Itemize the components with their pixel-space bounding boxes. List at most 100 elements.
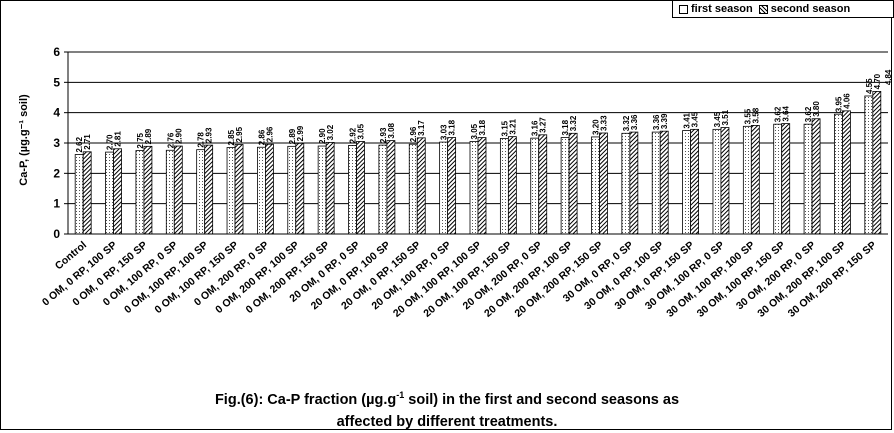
data-label: 3.51 [721,109,730,125]
bar-first-season [742,125,752,235]
bar-first-season [864,95,874,235]
data-label: 2.78 [197,132,206,148]
data-label: 3.55 [743,108,752,124]
data-label: 3.32 [622,115,631,131]
data-label: 3.36 [652,114,661,130]
bar-second-season [82,151,92,235]
data-label: 2.90 [318,128,327,144]
bar-first-season [651,131,661,235]
data-label: 3.45 [691,111,700,127]
data-label: 2.96 [265,126,274,142]
bar-first-season [773,123,783,235]
y-tick-label: 4 [53,106,60,120]
data-label: 2.93 [379,127,388,143]
bar-second-season [842,110,851,235]
caption-line-1: Fig.(6): Ca-P fraction (µg.g-1 soil) in … [214,390,680,408]
data-label: 2.81 [114,131,123,147]
bar-second-season [143,145,153,235]
bar-first-season [74,154,84,235]
bar-second-season [234,144,244,235]
bar-second-season [811,118,821,235]
bar-second-season [507,136,517,235]
y-tick-label: 0 [53,227,60,241]
data-label: 3.05 [470,123,479,139]
data-label: 4.70 [873,73,882,89]
data-label: 2.76 [166,132,175,148]
bar-first-season [834,113,843,235]
data-label: 4.06 [842,93,851,109]
bar-first-season [803,123,813,235]
data-label: 2.90 [174,128,183,144]
bar-first-season [226,147,236,235]
y-tick-label: 3 [53,136,60,150]
bar-first-season [469,141,479,235]
bar-first-season [530,137,540,235]
bar-first-season [499,138,509,235]
bar-first-season [591,136,600,235]
bar-first-season [135,150,145,235]
bar-first-season [287,145,297,235]
data-label: 3.95 [834,96,843,112]
bar-second-season [629,131,639,235]
legend-label-second: second season [770,3,851,15]
bar-second-season [750,125,760,235]
data-label: 2.75 [136,132,145,148]
data-label: 3.64 [782,105,791,121]
caption-line-2: affected by different treatments. [336,413,558,430]
data-label: 3.41 [683,112,692,128]
y-tick-label: 2 [53,166,60,180]
bar-first-season [439,141,449,235]
bar-first-season [196,149,206,235]
bar-chart: 2.62 2.70 2.75 2.76 2.78 2.85 2.86 2.89 2.90 2.92… [18,45,893,320]
data-label: 3.39 [660,113,669,129]
bar-first-season [165,149,175,235]
bar-second-season [295,142,305,235]
bar-first-season [257,146,266,235]
data-label: 2.89 [288,128,297,144]
y-tick-label: 6 [53,45,60,59]
y-tick-label: 1 [53,197,60,211]
legend-swatch-first [679,4,688,14]
data-label: 2.71 [83,134,92,150]
legend-swatch-second [758,4,768,14]
bars [74,91,882,235]
data-label: 2.85 [227,129,236,145]
legend-label-first: first season [691,3,753,15]
data-label: 3.16 [531,120,540,136]
data-label: 2.95 [235,126,244,142]
bar-second-season [538,134,548,235]
legend: first season second season [672,0,894,18]
data-label: 3.33 [599,115,608,131]
data-label: 3.05 [357,123,366,139]
data-label: 2.89 [144,128,153,144]
data-label-extra: 4.84 [884,69,893,85]
bar-first-season [408,143,418,235]
data-label: 3.62 [804,106,813,122]
data-label: 4.55 [865,78,874,94]
data-label: 3.18 [448,119,457,135]
bar-first-season [105,151,114,235]
bar-first-season [317,145,327,235]
data-label: 3.03 [440,124,449,140]
bar-second-season [477,137,487,235]
data-label: 3.32 [569,115,578,131]
legend-item-first: first season [679,3,753,15]
bar-second-season [690,128,699,235]
data-label: 2.99 [296,125,305,141]
bar-second-season [872,91,882,235]
data-label: 2.93 [205,127,214,143]
legend-item-second: second season [758,3,851,15]
data-label: 3.17 [417,120,426,136]
bar-first-season [682,130,691,235]
data-label: 2.62 [75,136,84,152]
bar-second-season [416,137,426,235]
bar-second-season [113,148,122,235]
data-label: 3.15 [500,120,509,136]
bar-first-season [560,137,570,235]
data-label: 3.80 [812,101,821,117]
data-label: 3.18 [561,119,570,135]
bar-second-season [781,123,791,235]
data-label: 3.58 [751,107,760,123]
y-axis-label: Ca-P, (µg.g⁻¹ soil) [18,94,30,186]
